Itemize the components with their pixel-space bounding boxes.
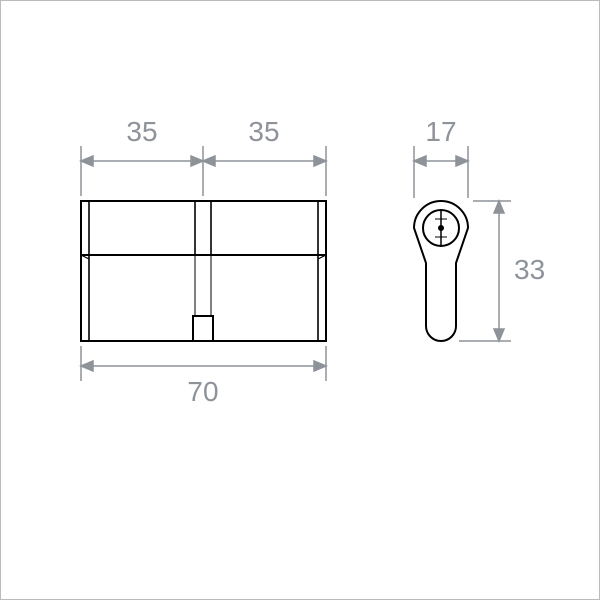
cylinder-lock-diagram: 35 35 70 17 <box>1 1 600 601</box>
dim-height-label: 33 <box>514 254 545 285</box>
dim-right-half-label: 35 <box>248 116 279 147</box>
dim-top-left <box>81 146 203 196</box>
dim-end-width <box>414 146 468 198</box>
dim-top-right <box>203 146 326 196</box>
dim-end-width-label: 17 <box>425 116 456 147</box>
dim-left-half-label: 35 <box>126 116 157 147</box>
end-view <box>414 201 468 341</box>
dim-total-width-label: 70 <box>187 376 218 407</box>
side-view <box>81 201 326 341</box>
